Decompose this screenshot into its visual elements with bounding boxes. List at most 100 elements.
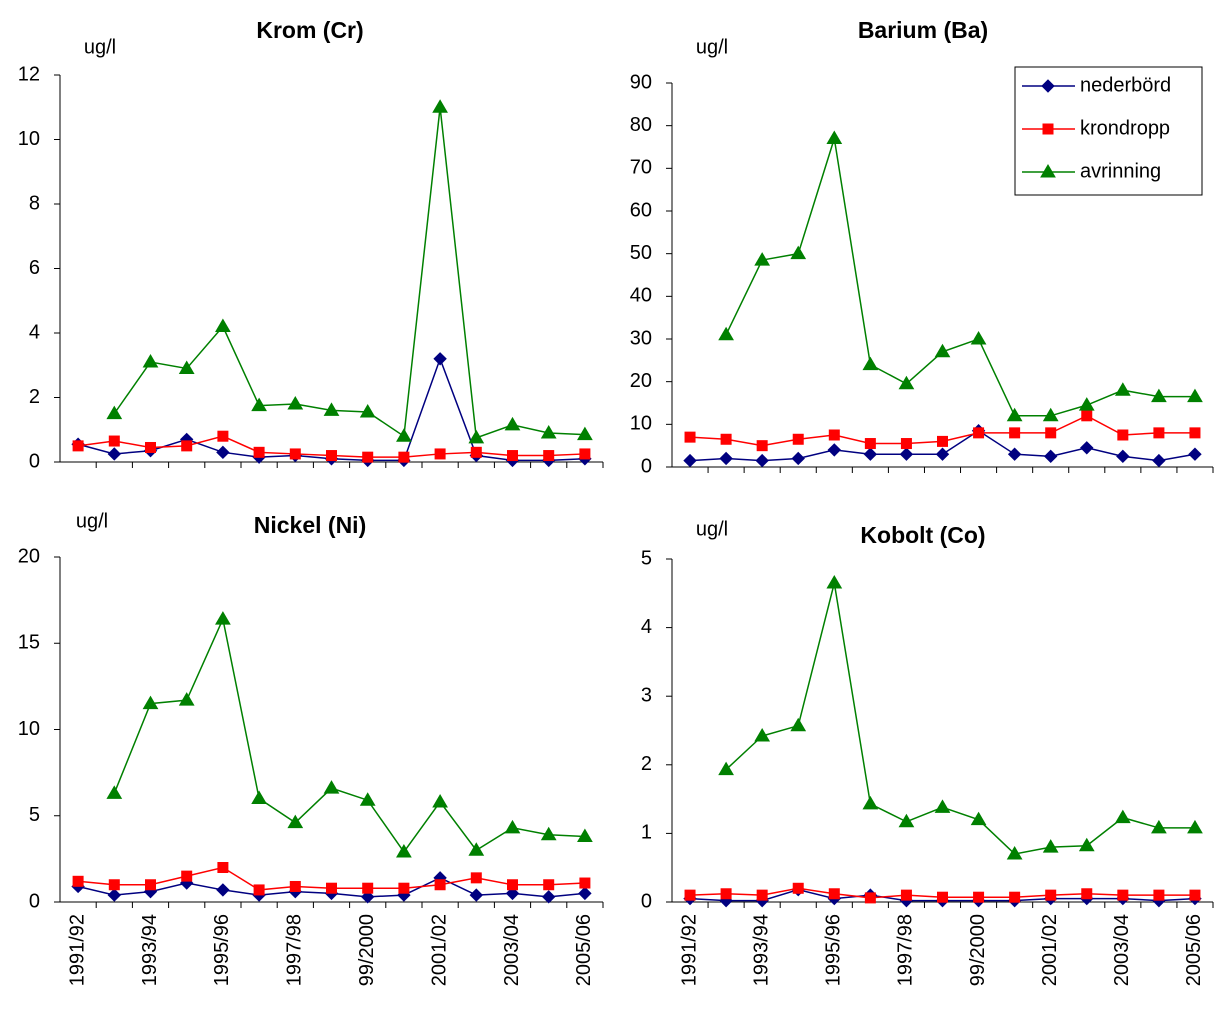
marker: [934, 799, 951, 813]
x-tick-label: 1993/94: [139, 914, 161, 986]
marker: [142, 695, 159, 710]
y-tick-label: 0: [29, 450, 40, 472]
x-tick-label: 99/2000: [967, 914, 989, 986]
marker: [362, 882, 374, 894]
y-tick-label: 12: [18, 63, 40, 85]
marker: [178, 692, 195, 706]
marker: [540, 826, 557, 841]
marker: [289, 448, 301, 460]
marker: [1114, 809, 1131, 824]
marker: [217, 430, 229, 442]
marker: [754, 727, 771, 742]
marker: [1153, 427, 1165, 439]
marker: [432, 793, 448, 808]
marker: [1042, 839, 1059, 853]
marker: [470, 872, 482, 884]
x-tick-label: 1997/98: [284, 914, 306, 986]
marker: [215, 318, 231, 333]
marker: [107, 888, 122, 902]
marker: [579, 877, 591, 889]
marker: [106, 405, 123, 420]
y-tick-label: 50: [630, 242, 652, 264]
y-tick-label: 2: [641, 753, 652, 775]
marker: [790, 245, 807, 260]
x-tick-label: 2003/04: [1111, 914, 1133, 986]
marker: [543, 450, 555, 462]
marker: [504, 819, 521, 834]
y-tick-label: 1: [641, 822, 652, 844]
legend-label: krondropp: [1080, 117, 1170, 139]
marker: [684, 431, 696, 443]
marker: [178, 360, 195, 374]
y-tick-label: 10: [18, 128, 40, 150]
marker: [251, 397, 267, 412]
marker: [1078, 397, 1095, 411]
marker: [216, 445, 230, 460]
legend-label: avrinning: [1080, 160, 1161, 182]
marker: [756, 889, 768, 901]
marker: [253, 884, 265, 896]
marker: [827, 443, 842, 457]
marker: [579, 448, 591, 460]
marker: [898, 813, 915, 828]
y-tick-label: 5: [29, 804, 40, 826]
marker: [505, 886, 520, 901]
marker: [468, 429, 485, 444]
marker: [756, 440, 768, 452]
marker: [287, 814, 304, 829]
marker: [1041, 79, 1055, 93]
y-tick-label: 5: [641, 547, 652, 569]
marker: [684, 889, 696, 901]
marker: [433, 352, 447, 366]
marker: [251, 790, 267, 804]
marker: [1114, 382, 1131, 396]
marker: [1153, 889, 1165, 901]
y-tick-label: 40: [630, 285, 652, 307]
marker: [973, 427, 985, 439]
marker: [862, 356, 879, 371]
x-tick-label: 1993/94: [750, 914, 772, 986]
marker: [216, 883, 230, 897]
marker: [1081, 888, 1093, 900]
legend-label: nederbörd: [1080, 74, 1171, 96]
x-tick-label: 1991/92: [678, 914, 700, 986]
marker: [507, 450, 518, 462]
marker: [326, 882, 337, 894]
marker: [973, 891, 985, 903]
marker: [432, 99, 448, 113]
marker: [323, 780, 340, 794]
marker: [1188, 447, 1202, 461]
chart-title: Krom (Cr): [256, 17, 363, 43]
marker: [541, 890, 556, 904]
marker: [864, 438, 876, 450]
marker: [935, 447, 950, 461]
marker: [106, 785, 123, 799]
marker: [181, 440, 193, 452]
y-tick-label: 2: [29, 386, 40, 408]
chart-title: Barium (Ba): [858, 17, 988, 43]
marker: [1040, 164, 1056, 178]
y-tick-label: 4: [29, 321, 40, 343]
marker: [108, 879, 120, 891]
marker: [1078, 837, 1095, 852]
y-tick-label: 30: [630, 327, 652, 349]
marker: [937, 891, 948, 903]
marker: [970, 331, 987, 345]
marker: [862, 795, 879, 810]
marker: [900, 889, 912, 901]
marker: [323, 402, 340, 416]
marker: [792, 433, 804, 445]
marker: [398, 451, 410, 463]
marker: [718, 326, 734, 341]
marker: [1006, 407, 1023, 422]
marker: [577, 426, 593, 441]
marker: [107, 447, 122, 461]
marker: [1080, 441, 1094, 455]
marker: [720, 433, 732, 445]
y-tick-label: 8: [29, 192, 40, 214]
y-tick-label: 20: [630, 370, 652, 392]
y-tick-label: 20: [18, 545, 40, 567]
marker: [755, 453, 769, 468]
x-tick-label: 1995/96: [211, 914, 233, 986]
